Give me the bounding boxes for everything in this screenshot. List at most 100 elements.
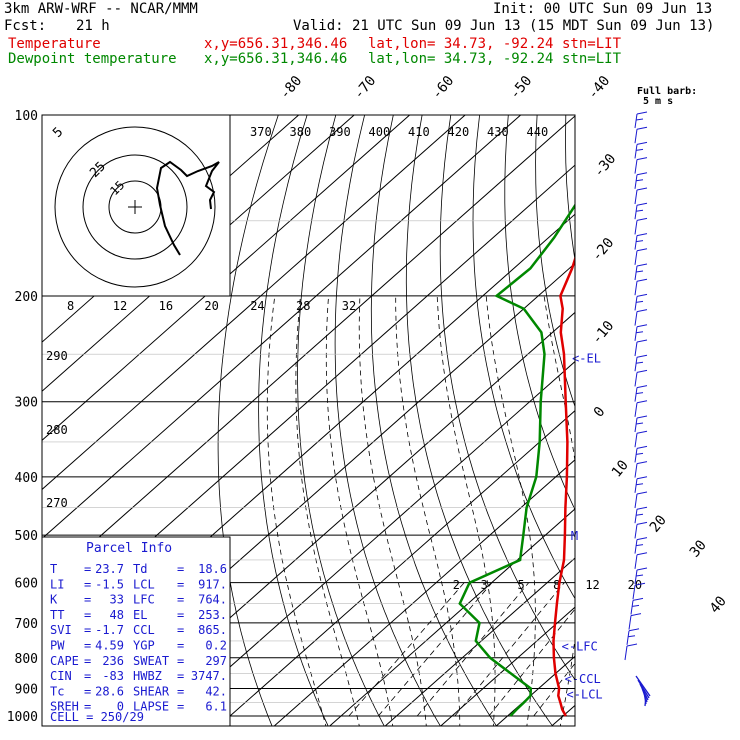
barb-8-flag (636, 233, 648, 237)
temperature-line (552, 255, 575, 717)
hodograph-speed-28: 28 (296, 299, 310, 313)
pressure-label-900: 900 (15, 682, 38, 697)
moist-adiabat-grid (266, 295, 575, 726)
isotherm--30 (217, 410, 575, 726)
hodograph-speed-32: 32 (342, 299, 356, 313)
parcel-key-cape: CAPE (50, 654, 79, 668)
parcel-info-title: Parcel Info (86, 541, 172, 556)
dry-adiabat-400 (707, 88, 740, 729)
barb-34-half (627, 635, 636, 638)
init-time: Init: 00 UTC Sun 09 Jun 13 (493, 1, 713, 17)
barb-28-flag (636, 537, 648, 541)
barb-21-flag (636, 430, 648, 434)
wind-legend-line2: 5 m s (643, 96, 673, 107)
parcel-eq-sweat: = (177, 654, 184, 668)
barb-13-flag (636, 309, 648, 313)
mixing-ratio-8 (454, 582, 565, 717)
parcel-cell: CELL = 250/29 (50, 710, 144, 724)
barb-28-staff (634, 539, 638, 554)
barb-10-staff (634, 265, 638, 281)
barb-12-flag (636, 293, 648, 297)
isotherm--90 (42, 115, 575, 589)
dewpoint-legend: Dewpoint temperature (8, 51, 177, 67)
barb-14-half (635, 331, 644, 334)
marker-lfc: <-LFC (562, 640, 598, 654)
parcel-eq-ccl: = (177, 623, 184, 637)
isotherm-30 (550, 704, 575, 726)
dewpoint-line (458, 203, 575, 717)
dewpoint-xy: x,y=656.31,346.46 (204, 51, 348, 67)
theta-label-low-270: 270 (46, 496, 68, 510)
barb-6-half (635, 209, 644, 212)
barb-10-half (635, 270, 644, 273)
mixing-ratio-label-8: 8 (553, 578, 560, 592)
parcel-value-tc: 28.6 (95, 684, 124, 698)
barb-27-staff (634, 524, 638, 539)
barb-23-staff (634, 463, 638, 478)
barb-14-flag (636, 324, 648, 328)
temperature-latlon: lat,lon= 34.73, -92.24 (368, 36, 554, 52)
barb-6-flag (636, 202, 648, 206)
barb-9-staff (634, 250, 638, 265)
barb-20-flag (636, 415, 648, 419)
moist-adiabat-2 (325, 295, 394, 726)
theta-label-380: 380 (290, 125, 312, 139)
parcel-value-lapse: 6.1 (205, 700, 227, 714)
barb-4-half (635, 179, 644, 182)
theta-label-400: 400 (369, 125, 391, 139)
dewpoint-station: stn=LIT (562, 51, 622, 67)
skewed-temp-label-6: -20 (589, 235, 618, 265)
parcel-key-shear: SHEAR (133, 684, 170, 698)
pressure-label-1000: 1000 (7, 710, 38, 725)
dry-adiabat-410 (734, 88, 740, 729)
barb-29-flag (636, 552, 648, 556)
parcel-eq-ygp: = (177, 639, 184, 653)
parcel-value-ygp: 0.2 (205, 639, 227, 653)
barb-12-staff (634, 296, 638, 311)
skewed-temp-label-2: -60 (429, 73, 458, 103)
parcel-value-cin: -83 (102, 669, 124, 683)
skewed-temp-label-0: -80 (277, 73, 306, 103)
barb-25-staff (634, 493, 638, 509)
pressure-label-500: 500 (15, 529, 38, 544)
barb-cluster-1 (637, 679, 650, 699)
barb-24-staff (634, 478, 638, 493)
barb-2-half (635, 148, 644, 151)
isotherm-40 (604, 57, 740, 729)
barb-14-staff (634, 326, 638, 341)
parcel-value-svi: -1.7 (95, 623, 124, 637)
skewed-temp-label-3: -50 (507, 73, 536, 103)
parcel-info-box: Parcel Info T = 23.7 Td = 18.6 LI = -1.5 LCL = 917.… (41, 536, 231, 727)
parcel-key-sreh: SREH (50, 700, 79, 714)
parcel-eq-sreh: = (84, 700, 91, 714)
moist-adiabat-8 (358, 295, 427, 726)
dry-adiabat-270 (297, 115, 385, 726)
valid-time: Valid: 21 UTC Sun 09 Jun 13 (15 MDT Sun … (293, 18, 715, 34)
parcel-eq-li: = (84, 577, 91, 591)
isotherm--10 (328, 508, 575, 726)
isotherm-20 (495, 655, 575, 726)
mixing-ratio-label-5: 5 (517, 578, 524, 592)
skewed-temp-label-5: -30 (591, 151, 620, 181)
parcel-value-hwbz: 3747. (191, 669, 227, 683)
barb-8-staff (634, 235, 638, 250)
barb-3-flag (636, 157, 648, 161)
parcel-eq-lapse: = (177, 700, 184, 714)
isotherm-10 (439, 606, 575, 726)
barb-10-flag (636, 263, 648, 267)
dry-adiabat-320 (472, 115, 575, 600)
barb-22-staff (634, 448, 638, 463)
barb-29-staff (634, 554, 638, 569)
parcel-key-hwbz: HWBZ (133, 669, 162, 683)
isotherm--140 (42, 115, 300, 343)
barb-2-flag (636, 141, 648, 145)
barb-7-staff (634, 220, 638, 235)
skewed-temp-label-7: -10 (589, 318, 618, 348)
parcel-eq-cape: = (84, 654, 91, 668)
barb-18-half (635, 392, 644, 395)
parcel-key-ygp: YGP (133, 639, 155, 653)
barb-1-flag (636, 126, 648, 130)
pressure-label-300: 300 (15, 396, 38, 411)
parcel-value-lfc: 764. (198, 593, 227, 607)
barb-15-staff (634, 341, 638, 357)
